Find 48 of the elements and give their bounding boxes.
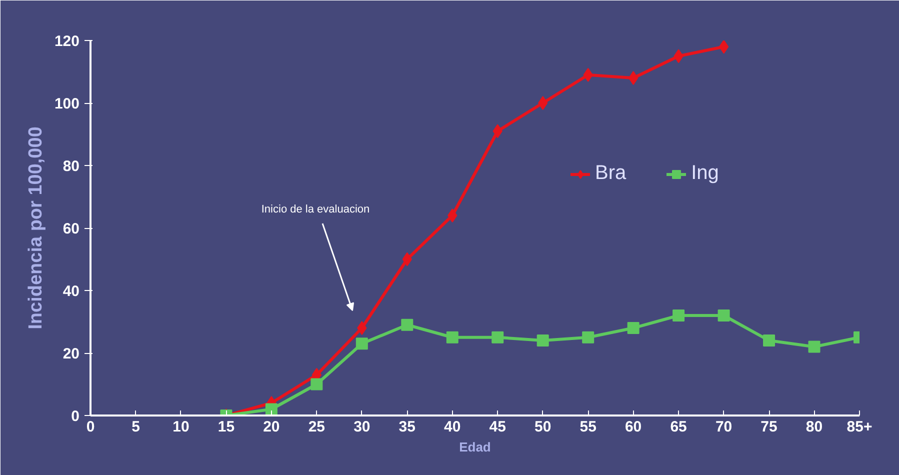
x-tick-label: 15 <box>218 418 235 436</box>
point <box>356 338 368 350</box>
point <box>536 334 549 346</box>
x-tick-label: 55 <box>580 418 596 436</box>
point <box>672 310 685 322</box>
x-tick-label: 40 <box>444 418 461 436</box>
legend-label: Bra <box>595 162 626 185</box>
y-axis-title: Incidencia por 100,000 <box>25 126 46 330</box>
point <box>265 403 278 416</box>
x-tick-label: 20 <box>263 418 280 436</box>
x-tick-label: 10 <box>172 418 190 436</box>
point <box>310 378 323 390</box>
y-tick-label: 60 <box>62 220 80 238</box>
x-tick-label: 60 <box>624 418 642 436</box>
point <box>718 40 729 54</box>
y-tick-label: 80 <box>62 158 80 175</box>
legend-label: Ing <box>691 162 719 185</box>
x-tick-label: 5 <box>132 418 140 436</box>
x-tick-label: 80 <box>806 418 823 436</box>
x-tick-label: 0 <box>86 418 95 436</box>
point <box>628 71 638 85</box>
x-tick-label: 65 <box>670 418 687 436</box>
x-tick-label: 25 <box>308 418 326 436</box>
y-tick-label: 100 <box>54 96 80 112</box>
point <box>357 321 367 335</box>
point <box>808 340 820 353</box>
x-tick-label: 70 <box>715 418 732 436</box>
x-tick-label: 35 <box>398 418 416 436</box>
y-tick-label: 120 <box>54 33 80 50</box>
point <box>763 334 776 346</box>
y-tick-label: 40 <box>62 283 80 300</box>
point <box>401 318 414 331</box>
point <box>582 331 594 344</box>
x-tick-label: 50 <box>534 418 552 436</box>
point <box>538 96 548 110</box>
point <box>627 322 640 334</box>
x-tick-label: 75 <box>760 418 778 436</box>
point <box>492 331 504 344</box>
x-tick-label: 45 <box>489 418 506 436</box>
point <box>446 331 458 344</box>
y-tick-label: 20 <box>62 346 80 362</box>
point <box>718 310 730 322</box>
x-axis-title: Edad <box>459 440 491 454</box>
y-tick-label: 0 <box>71 408 80 425</box>
annotation: Inicio de la evaluacion <box>261 204 370 216</box>
x-tick-label: 30 <box>354 418 370 436</box>
x-tick-label: 85+ <box>846 418 872 436</box>
point <box>448 208 458 222</box>
